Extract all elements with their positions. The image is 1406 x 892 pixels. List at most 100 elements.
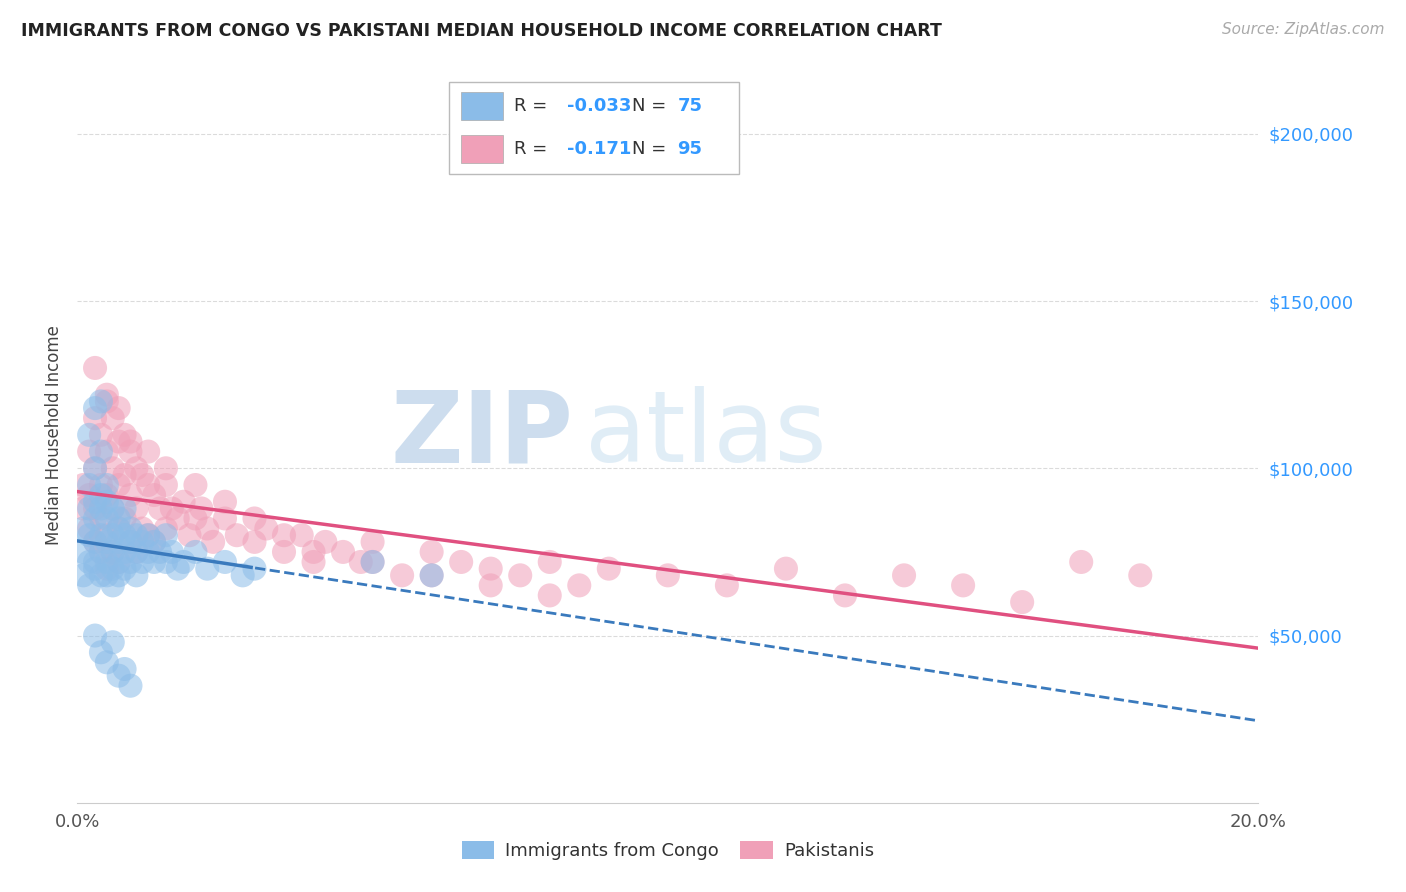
Point (657, 568, 679, 582)
Text: 95: 95 (678, 139, 703, 158)
Point (391, 568, 413, 582)
Point (77, 555, 100, 569)
Point (214, 511, 236, 525)
Point (101, 461, 124, 475)
Point (96, 562, 118, 576)
Point (155, 461, 177, 475)
Point (538, 555, 561, 569)
Point (716, 578, 738, 592)
Text: N =: N = (633, 97, 672, 115)
Point (273, 545, 295, 559)
Point (125, 501, 148, 516)
Point (77, 578, 100, 592)
Point (77, 528, 100, 542)
Text: R =: R = (515, 97, 554, 115)
Point (77, 501, 100, 516)
Point (136, 478, 159, 492)
Point (538, 589, 561, 603)
Point (184, 478, 207, 492)
Point (214, 494, 236, 508)
Point (101, 411, 124, 425)
Point (101, 501, 124, 516)
Point (107, 521, 129, 535)
Point (84, 555, 107, 569)
Point (77, 427, 100, 442)
Point (184, 545, 207, 559)
Point (84, 628, 107, 642)
Point (107, 511, 129, 525)
Point (136, 444, 159, 458)
Point (232, 568, 254, 582)
Point (568, 578, 591, 592)
Point (90, 394, 112, 409)
Point (420, 568, 443, 582)
Point (479, 562, 502, 576)
Text: Source: ZipAtlas.com: Source: ZipAtlas.com (1222, 22, 1385, 37)
Point (107, 534, 129, 549)
Text: atlas: atlas (585, 386, 827, 483)
Point (225, 528, 247, 542)
Text: -0.033: -0.033 (568, 97, 631, 115)
Point (195, 562, 218, 576)
Point (314, 534, 336, 549)
Point (125, 545, 148, 559)
Point (90, 528, 112, 542)
Point (450, 555, 472, 569)
Point (155, 521, 177, 535)
Point (90, 645, 112, 659)
Point (72, 568, 94, 582)
Point (332, 545, 354, 559)
Point (120, 488, 142, 502)
Point (120, 534, 142, 549)
FancyBboxPatch shape (450, 81, 738, 174)
Text: IMMIGRANTS FROM CONGO VS PAKISTANI MEDIAN HOUSEHOLD INCOME CORRELATION CHART: IMMIGRANTS FROM CONGO VS PAKISTANI MEDIA… (21, 22, 942, 40)
Point (107, 521, 129, 535)
Point (361, 555, 384, 569)
Point (84, 534, 107, 549)
Point (131, 555, 153, 569)
Point (84, 494, 107, 508)
Point (143, 555, 166, 569)
Point (1011, 595, 1033, 609)
Point (84, 401, 107, 416)
Point (125, 461, 148, 475)
Point (952, 578, 974, 592)
Legend: Immigrants from Congo, Pakistanis: Immigrants from Congo, Pakistanis (454, 833, 882, 867)
Point (96, 568, 118, 582)
Point (1070, 555, 1092, 569)
Point (155, 555, 177, 569)
Point (114, 511, 136, 525)
Point (155, 478, 177, 492)
Point (131, 534, 153, 549)
Point (598, 562, 620, 576)
Point (101, 635, 124, 649)
Point (120, 434, 142, 449)
Point (173, 555, 195, 569)
Point (96, 394, 118, 409)
Point (77, 488, 100, 502)
Point (160, 545, 183, 559)
Point (136, 528, 159, 542)
Point (190, 501, 212, 516)
FancyBboxPatch shape (461, 135, 502, 162)
Point (125, 528, 148, 542)
Point (273, 528, 295, 542)
Point (120, 679, 142, 693)
Text: N =: N = (633, 139, 672, 158)
Point (77, 444, 100, 458)
Point (84, 411, 107, 425)
Point (1129, 568, 1152, 582)
Point (243, 511, 266, 525)
Point (90, 488, 112, 502)
Point (302, 545, 325, 559)
Point (302, 555, 325, 569)
Point (96, 478, 118, 492)
Point (120, 444, 142, 458)
Point (90, 478, 112, 492)
Point (834, 589, 856, 603)
Point (195, 521, 218, 535)
Point (107, 401, 129, 416)
Point (143, 488, 166, 502)
Point (184, 511, 207, 525)
Point (143, 534, 166, 549)
